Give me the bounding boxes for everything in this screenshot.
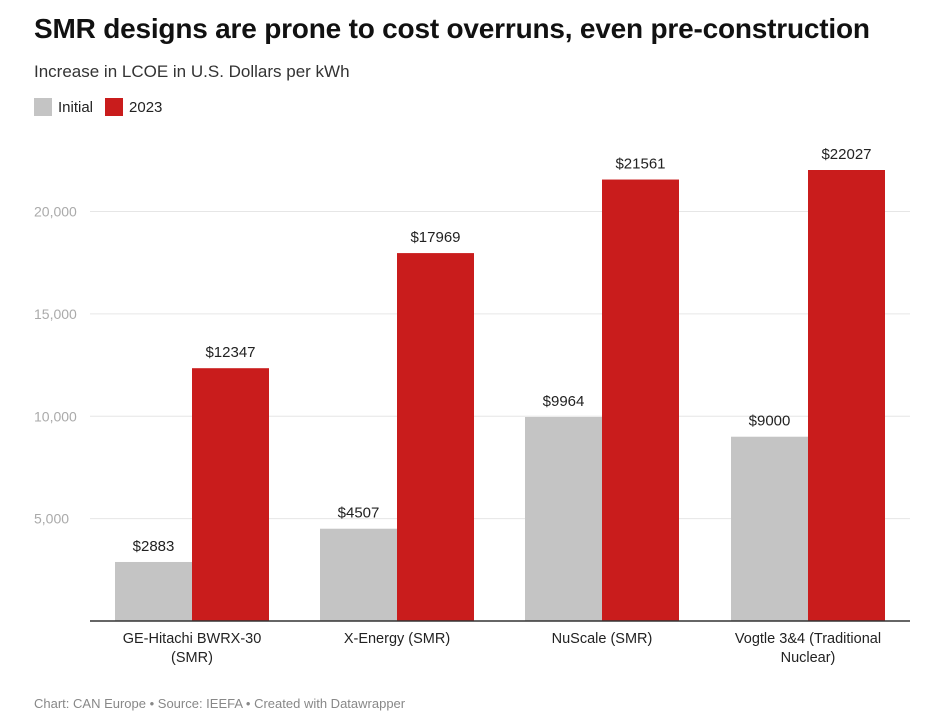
- chart-footer: Chart: CAN Europe • Source: IEEFA • Crea…: [34, 696, 406, 711]
- bar: [525, 416, 602, 621]
- legend: Initial 2023: [34, 98, 174, 116]
- y-tick-label: 10,000: [34, 408, 77, 424]
- data-label: $4507: [338, 505, 380, 522]
- bar: [115, 561, 192, 621]
- data-label: $17969: [410, 229, 460, 246]
- category-label: Nuclear): [781, 650, 836, 666]
- bar: [602, 179, 679, 621]
- bar: [397, 253, 474, 621]
- legend-label-initial: Initial: [58, 98, 94, 116]
- legend-item-initial: Initial: [34, 98, 93, 116]
- category-label: X-Energy (SMR): [344, 631, 450, 647]
- chart-subtitle: Increase in LCOE in U.S. Dollars per kWh: [34, 62, 350, 81]
- data-label: $12347: [205, 344, 255, 361]
- data-label: $9000: [749, 413, 791, 430]
- y-tick-label: 20,000: [34, 204, 77, 220]
- legend-swatch-initial: [34, 98, 52, 116]
- data-label: $21561: [615, 156, 665, 173]
- legend-item-2023: 2023: [105, 98, 162, 116]
- bar: [808, 170, 885, 621]
- category-label: (SMR): [171, 650, 213, 666]
- y-tick-label: 15,000: [34, 306, 77, 322]
- category-label: Vogtle 3&4 (Traditional: [735, 631, 881, 647]
- data-label: $22027: [821, 146, 871, 163]
- bar: [731, 436, 808, 621]
- category-label: NuScale (SMR): [552, 631, 653, 647]
- legend-swatch-2023: [105, 98, 124, 116]
- legend-label-2023: 2023: [129, 98, 163, 116]
- data-label: $9964: [543, 393, 585, 410]
- chart-title: SMR designs are prone to cost overruns, …: [34, 13, 870, 44]
- category-label: GE-Hitachi BWRX-30: [123, 631, 262, 647]
- bar: [192, 368, 269, 621]
- y-tick-label: 5,000: [34, 511, 69, 527]
- bar: [320, 528, 397, 621]
- data-label: $2883: [133, 538, 175, 555]
